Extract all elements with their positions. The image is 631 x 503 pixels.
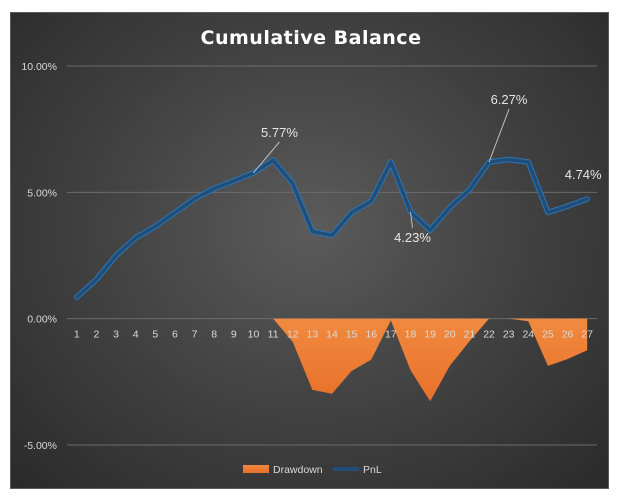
data-label-layer: 5.77% 4.23% 6.27% 4.74% [253,92,602,245]
axis-layer: -5.00%0.00%5.00%10.00%1 2 3 4 5 6 7 8 9 10 11 12 13 1… [21,61,593,452]
x-tick-label: 7 [192,329,198,341]
x-tick-label: 8 [211,329,217,341]
chart-title: Cumulative Balance [201,27,422,49]
x-tick-label: 27 [581,329,593,341]
x-tick-label: 16 [365,329,377,341]
legend-swatch-drawdown [243,465,269,473]
data-label: 5.77% [261,125,298,140]
y-tick-label: 10.00% [21,61,57,73]
legend-label-pnl: PnL [363,464,382,476]
x-tick-label: 1 [74,329,80,341]
pnl-line [75,157,589,299]
legend: Drawdown PnL [243,464,382,476]
drawdown-area [76,318,588,402]
y-tick-label: 5.00% [27,187,57,199]
x-tick-label: 19 [424,329,436,341]
data-label: 6.27% [491,92,528,107]
legend-label-drawdown: Drawdown [273,464,323,476]
x-tick-label: 11 [268,329,279,341]
data-label-leader [488,108,510,163]
x-tick-label: 23 [503,329,515,341]
x-tick-label: 14 [326,329,338,341]
x-tick-label: 18 [405,329,417,341]
chart-svg: Cumulative Balance 5.77%4.23%6.27%4.74% … [21,27,602,476]
pnl-line-layer [74,156,590,300]
x-tick-label: 15 [346,329,358,341]
x-tick-label: 22 [483,329,495,341]
data-label: 4.74% [565,167,602,182]
x-tick-label: 9 [231,329,237,341]
x-tick-label: 10 [248,329,260,341]
x-tick-label: 12 [287,329,299,341]
x-tick-label: 5 [152,329,158,341]
chart-frame: Cumulative Balance 5.77% 4.23% 6.27% 4.74% … [10,12,609,489]
data-label-leader [410,211,414,228]
x-tick-label: 20 [444,329,456,341]
x-tick-label: 24 [522,329,534,341]
x-tick-label: 6 [172,329,178,341]
x-tick-label: 25 [542,329,554,341]
x-tick-label: 21 [464,329,476,341]
x-tick-label: 2 [94,329,100,341]
y-tick-label: -5.00% [24,440,57,452]
y-tick-label: 0.00% [27,314,57,326]
drawdown-area-layer [76,318,588,402]
x-tick-label: 13 [307,329,319,341]
data-label-leader [253,141,280,174]
data-label: 4.23% [394,230,431,245]
x-tick-label: 4 [133,329,139,341]
x-tick-label: 3 [113,329,119,341]
x-tick-label: 17 [385,329,397,341]
x-tick-label: 26 [562,329,574,341]
